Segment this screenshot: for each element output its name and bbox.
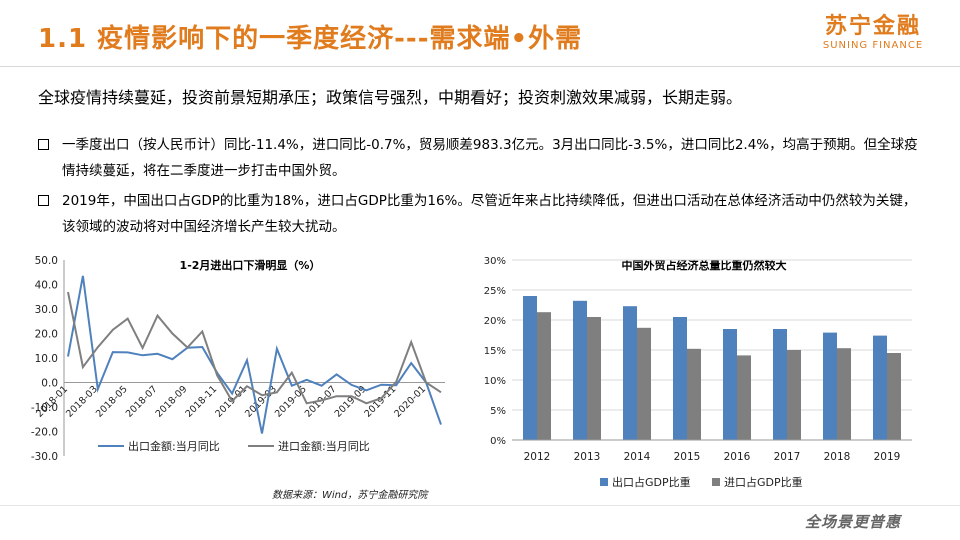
x-tick-label: 2018-03 [64, 384, 100, 420]
legend-swatch [600, 478, 608, 486]
legend-label: 进口金额:当月同比 [278, 439, 370, 453]
bar [837, 348, 851, 440]
bar [823, 332, 837, 440]
y-tick-label: 10.0 [35, 353, 58, 365]
chart-title: 中国外贸占经济总量比重仍然较大 [622, 258, 787, 272]
legend-label: 进口占GDP比重 [724, 475, 803, 489]
x-tick-label: 2018-07 [124, 384, 160, 420]
square-bullet-icon [38, 195, 49, 206]
y-tick-label: -10.0 [31, 402, 58, 414]
y-tick-label: 30.0 [35, 304, 58, 316]
legend-swatch [712, 478, 720, 486]
x-tick-label: 2018-09 [154, 384, 190, 420]
x-tick-label: 2017 [774, 451, 801, 463]
logo-chinese: 苏宁金融 [824, 14, 921, 39]
trade-share-bar-chart: 中国外贸占经济总量比重仍然较大 30% 25% 20% 15% 10% 5% 0% 2012 2… [484, 256, 912, 489]
bar [637, 327, 651, 440]
x-tick-label: 2014 [624, 451, 651, 463]
legend-label: 出口占GDP比重 [612, 475, 691, 489]
bar [687, 348, 701, 440]
trade-growth-line-chart: 1-2月进出口下滑明显（%） 50.0 40.0 30.0 20.0 10.0 0.0 -1… [31, 255, 445, 463]
y-tick-label: 10% [484, 376, 506, 387]
title-bar: 1.1 疫情影响下的一季度经济---需求端•外需 苏宁金融 SUNING FIN… [0, 0, 960, 66]
x-tick-label: 2018-05 [94, 384, 130, 420]
bullet-item: 一季度出口（按人民币计）同比-11.4%，进口同比-0.7%，贸易顺差983.3… [38, 132, 918, 184]
y-tick-label: -20.0 [31, 427, 58, 439]
bar [573, 300, 587, 440]
bar [723, 329, 737, 440]
y-tick-label: 20% [484, 316, 506, 327]
slide-title: 1.1 疫情影响下的一季度经济---需求端•外需 [38, 24, 583, 54]
y-tick-label: 50.0 [35, 255, 58, 267]
x-tick-label: 2020-01 [392, 384, 428, 420]
suning-finance-logo: 苏宁金融 SUNING FINANCE [808, 14, 938, 52]
y-tick-label: 20.0 [35, 329, 58, 341]
y-tick-label: 25% [484, 286, 506, 297]
x-tick-label: 2018-11 [183, 384, 219, 420]
data-source-note: 数据来源：Wind，苏宁金融研究院 [272, 490, 428, 501]
summary-line: 全球疫情持续蔓延，投资前景短期承压；政策信号强烈，中期看好；投资刺激效果减弱，长… [38, 88, 743, 107]
bar [623, 306, 637, 440]
x-tick-label: 2019-03 [243, 384, 279, 420]
title-divider [0, 66, 960, 67]
legend-label: 出口金额:当月同比 [128, 439, 220, 453]
bullet-item: 2019年，中国出口占GDP的比重为18%，进口占GDP比重为16%。尽管近年来… [38, 188, 918, 240]
logo-english: SUNING FINANCE [822, 40, 924, 51]
footer-slogan: 全场景更普惠 [805, 513, 902, 531]
y-tick-label: 5% [490, 406, 506, 417]
bar [887, 353, 901, 440]
y-tick-label: 30% [484, 256, 506, 267]
y-tick-label: 40.0 [35, 280, 58, 292]
chart-title: 1-2月进出口下滑明显（%） [180, 258, 321, 272]
x-tick-label: 2015 [674, 451, 701, 463]
bar [787, 350, 801, 440]
footer-divider [0, 505, 960, 506]
bar [537, 312, 551, 440]
bar [873, 335, 887, 440]
x-tick-label: 2016 [724, 451, 751, 463]
series-line [67, 275, 442, 434]
x-tick-label: 2012 [524, 451, 551, 463]
y-tick-label: -30.0 [31, 451, 58, 463]
bar [773, 329, 787, 440]
x-tick-label: 2019 [874, 451, 901, 463]
bullet-text: 一季度出口（按人民币计）同比-11.4%，进口同比-0.7%，贸易顺差983.3… [62, 137, 918, 179]
bar [523, 296, 537, 440]
square-bullet-icon [38, 139, 49, 150]
bar [673, 317, 687, 440]
y-tick-label: 0% [490, 436, 506, 447]
bullet-text: 2019年，中国出口占GDP的比重为18%，进口占GDP比重为16%。尽管近年来… [62, 193, 917, 235]
bar [737, 355, 751, 440]
y-tick-label: 0.0 [41, 378, 58, 390]
y-tick-label: 15% [484, 346, 506, 357]
x-tick-label: 2018 [824, 451, 851, 463]
x-tick-label: 2019-07 [303, 384, 339, 420]
bar [587, 317, 601, 440]
series-line [67, 291, 442, 405]
x-tick-label: 2013 [574, 451, 601, 463]
